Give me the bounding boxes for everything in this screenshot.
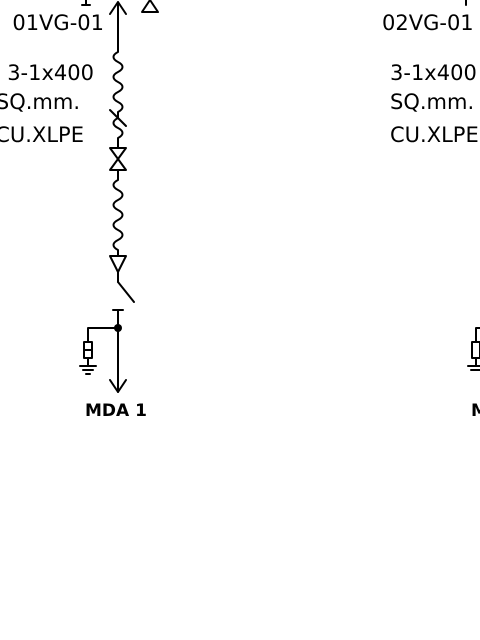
right-cable-size: 3-1x400 (390, 61, 477, 85)
left-feeder-tag: 01VG-01 (12, 11, 104, 35)
left-cable-unit: SQ.mm. (0, 90, 80, 114)
left-cable-lower-icon (112, 169, 124, 257)
right-ground-icon (467, 365, 480, 371)
left-destination-label: MDA 1 (85, 401, 147, 421)
right-destination-label: MDA 2 (471, 401, 480, 421)
left-cable-mid-icon (112, 117, 124, 149)
left-delta-icon (141, 0, 159, 13)
right-cable-unit: SQ.mm. (390, 90, 474, 114)
left-cable-type: CU.XLPE (0, 123, 84, 147)
left-ground-icon (79, 365, 97, 375)
right-feeder: 02VG-01 3-1x400 SQ.mm. CU.XLPE MDA 2 (382, 0, 480, 421)
right-feeder-tag: 02VG-01 (382, 11, 474, 35)
left-cable-end-icon (109, 255, 127, 283)
right-cable-type: CU.XLPE (390, 123, 479, 147)
left-outgoing-arrow-icon (109, 379, 127, 393)
left-incoming-arrow-icon (109, 1, 127, 41)
left-arrester-branch (87, 327, 119, 343)
left-cable-termination-icon (109, 147, 127, 171)
right-surge-arrester-icon (471, 341, 480, 359)
left-switch-blade (117, 281, 135, 303)
left-cable-upper-icon (112, 39, 124, 119)
left-cable-size: 3-1x400 (7, 61, 94, 85)
left-feeder: 01VG-01 3-1x400 SQ.mm. CU.XLPE (0, 0, 159, 421)
right-arrester-branch (475, 327, 480, 343)
